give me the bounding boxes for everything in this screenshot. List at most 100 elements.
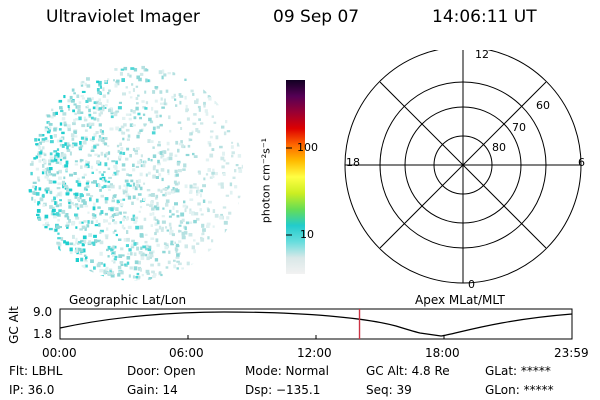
- uv-pixel: [137, 112, 141, 116]
- uv-pixel: [118, 238, 122, 241]
- uv-pixel: [75, 237, 78, 242]
- uv-pixel: [119, 202, 124, 206]
- uv-pixel: [168, 222, 172, 227]
- uv-pixel: [67, 99, 72, 103]
- uv-pixel: [82, 248, 86, 253]
- uv-pixel: [134, 260, 139, 265]
- uv-pixel: [140, 256, 145, 260]
- uv-pixel: [146, 256, 150, 261]
- uv-pixel: [86, 123, 89, 127]
- uv-pixel: [189, 210, 193, 214]
- uv-pixel: [142, 253, 146, 256]
- uv-pixel: [155, 169, 159, 173]
- uv-pixel: [43, 159, 47, 164]
- uv-pixel: [174, 202, 178, 206]
- uv-pixel: [176, 162, 180, 166]
- uv-pixel: [138, 179, 141, 183]
- uv-pixel: [80, 136, 84, 140]
- uv-image: [27, 65, 243, 281]
- uv-pixel: [132, 110, 136, 114]
- uv-pixel: [196, 242, 200, 245]
- uv-pixel: [174, 98, 177, 101]
- uv-pixel: [116, 81, 120, 86]
- uv-pixel: [166, 141, 170, 146]
- uv-pixel: [207, 208, 210, 213]
- uv-pixel: [63, 123, 67, 126]
- uv-pixel: [176, 260, 180, 263]
- uv-pixel: [45, 190, 49, 194]
- uv-pixel: [199, 193, 202, 198]
- mode-readout: Mode: Normal: [245, 364, 329, 378]
- uv-pixel: [104, 197, 109, 201]
- uv-pixel: [90, 149, 95, 152]
- uv-pixel: [177, 148, 180, 153]
- uv-pixel: [135, 97, 139, 100]
- uv-pixel: [87, 211, 90, 214]
- uv-pixel: [95, 105, 99, 110]
- uv-pixel: [181, 218, 185, 222]
- uv-pixel: [152, 154, 157, 158]
- uv-pixel: [194, 212, 199, 216]
- uv-pixel: [75, 226, 78, 229]
- uv-pixel: [86, 224, 90, 228]
- uv-pixel: [66, 216, 70, 220]
- uv-pixel: [160, 168, 165, 172]
- uv-pixel: [136, 134, 140, 139]
- uv-pixel: [202, 199, 206, 203]
- uv-pixel: [174, 247, 178, 251]
- uv-pixel: [59, 226, 62, 229]
- uv-pixel: [136, 184, 139, 188]
- uv-pixel: [111, 252, 115, 255]
- uv-pixel: [178, 229, 181, 233]
- uv-pixel: [60, 152, 64, 155]
- uv-pixel: [120, 147, 124, 151]
- uv-pixel: [191, 130, 194, 134]
- uv-pixel: [161, 215, 165, 218]
- uv-pixel: [189, 138, 193, 141]
- uv-pixel: [144, 240, 148, 244]
- uv-pixel: [81, 225, 86, 230]
- uv-pixel: [38, 187, 42, 191]
- uv-pixel: [35, 167, 40, 171]
- uv-pixel: [153, 165, 156, 168]
- uv-pixel: [145, 68, 149, 72]
- uv-pixel: [152, 174, 156, 179]
- uv-pixel: [56, 171, 59, 175]
- uv-pixel: [97, 183, 101, 188]
- uv-pixel: [132, 88, 135, 92]
- uv-pixel: [28, 189, 32, 193]
- uv-pixel: [81, 221, 84, 224]
- uv-pixel: [213, 121, 217, 124]
- uv-pixel: [114, 68, 118, 71]
- uv-pixel: [72, 204, 76, 207]
- uv-pixel: [45, 221, 49, 226]
- uv-pixel: [149, 140, 154, 143]
- uv-pixel: [139, 186, 143, 191]
- uv-pixel: [139, 205, 143, 209]
- altitude-plot: [59, 308, 573, 340]
- uv-pixel: [39, 197, 44, 202]
- uv-pixel: [207, 95, 212, 99]
- uv-pixel: [146, 189, 151, 192]
- uv-pixel: [160, 273, 163, 277]
- uv-pixel: [131, 83, 134, 86]
- uv-pixel: [41, 138, 46, 142]
- uv-pixel: [73, 92, 76, 95]
- uv-pixel: [186, 117, 190, 121]
- uv-pixel: [155, 228, 159, 233]
- uv-pixel: [125, 217, 129, 221]
- uv-pixel: [150, 237, 155, 240]
- uv-pixel: [76, 251, 79, 255]
- uv-pixel: [154, 110, 159, 114]
- uv-pixel: [215, 135, 219, 140]
- uv-pixel: [138, 77, 142, 82]
- uv-pixel: [146, 203, 150, 206]
- uv-pixel: [60, 158, 63, 162]
- uv-pixel: [37, 217, 42, 221]
- uv-pixel: [136, 275, 141, 279]
- uv-pixel: [69, 251, 73, 255]
- uv-pixel: [177, 169, 182, 173]
- uv-pixel: [121, 163, 126, 167]
- uv-pixel: [178, 93, 182, 96]
- uv-pixel: [72, 122, 76, 126]
